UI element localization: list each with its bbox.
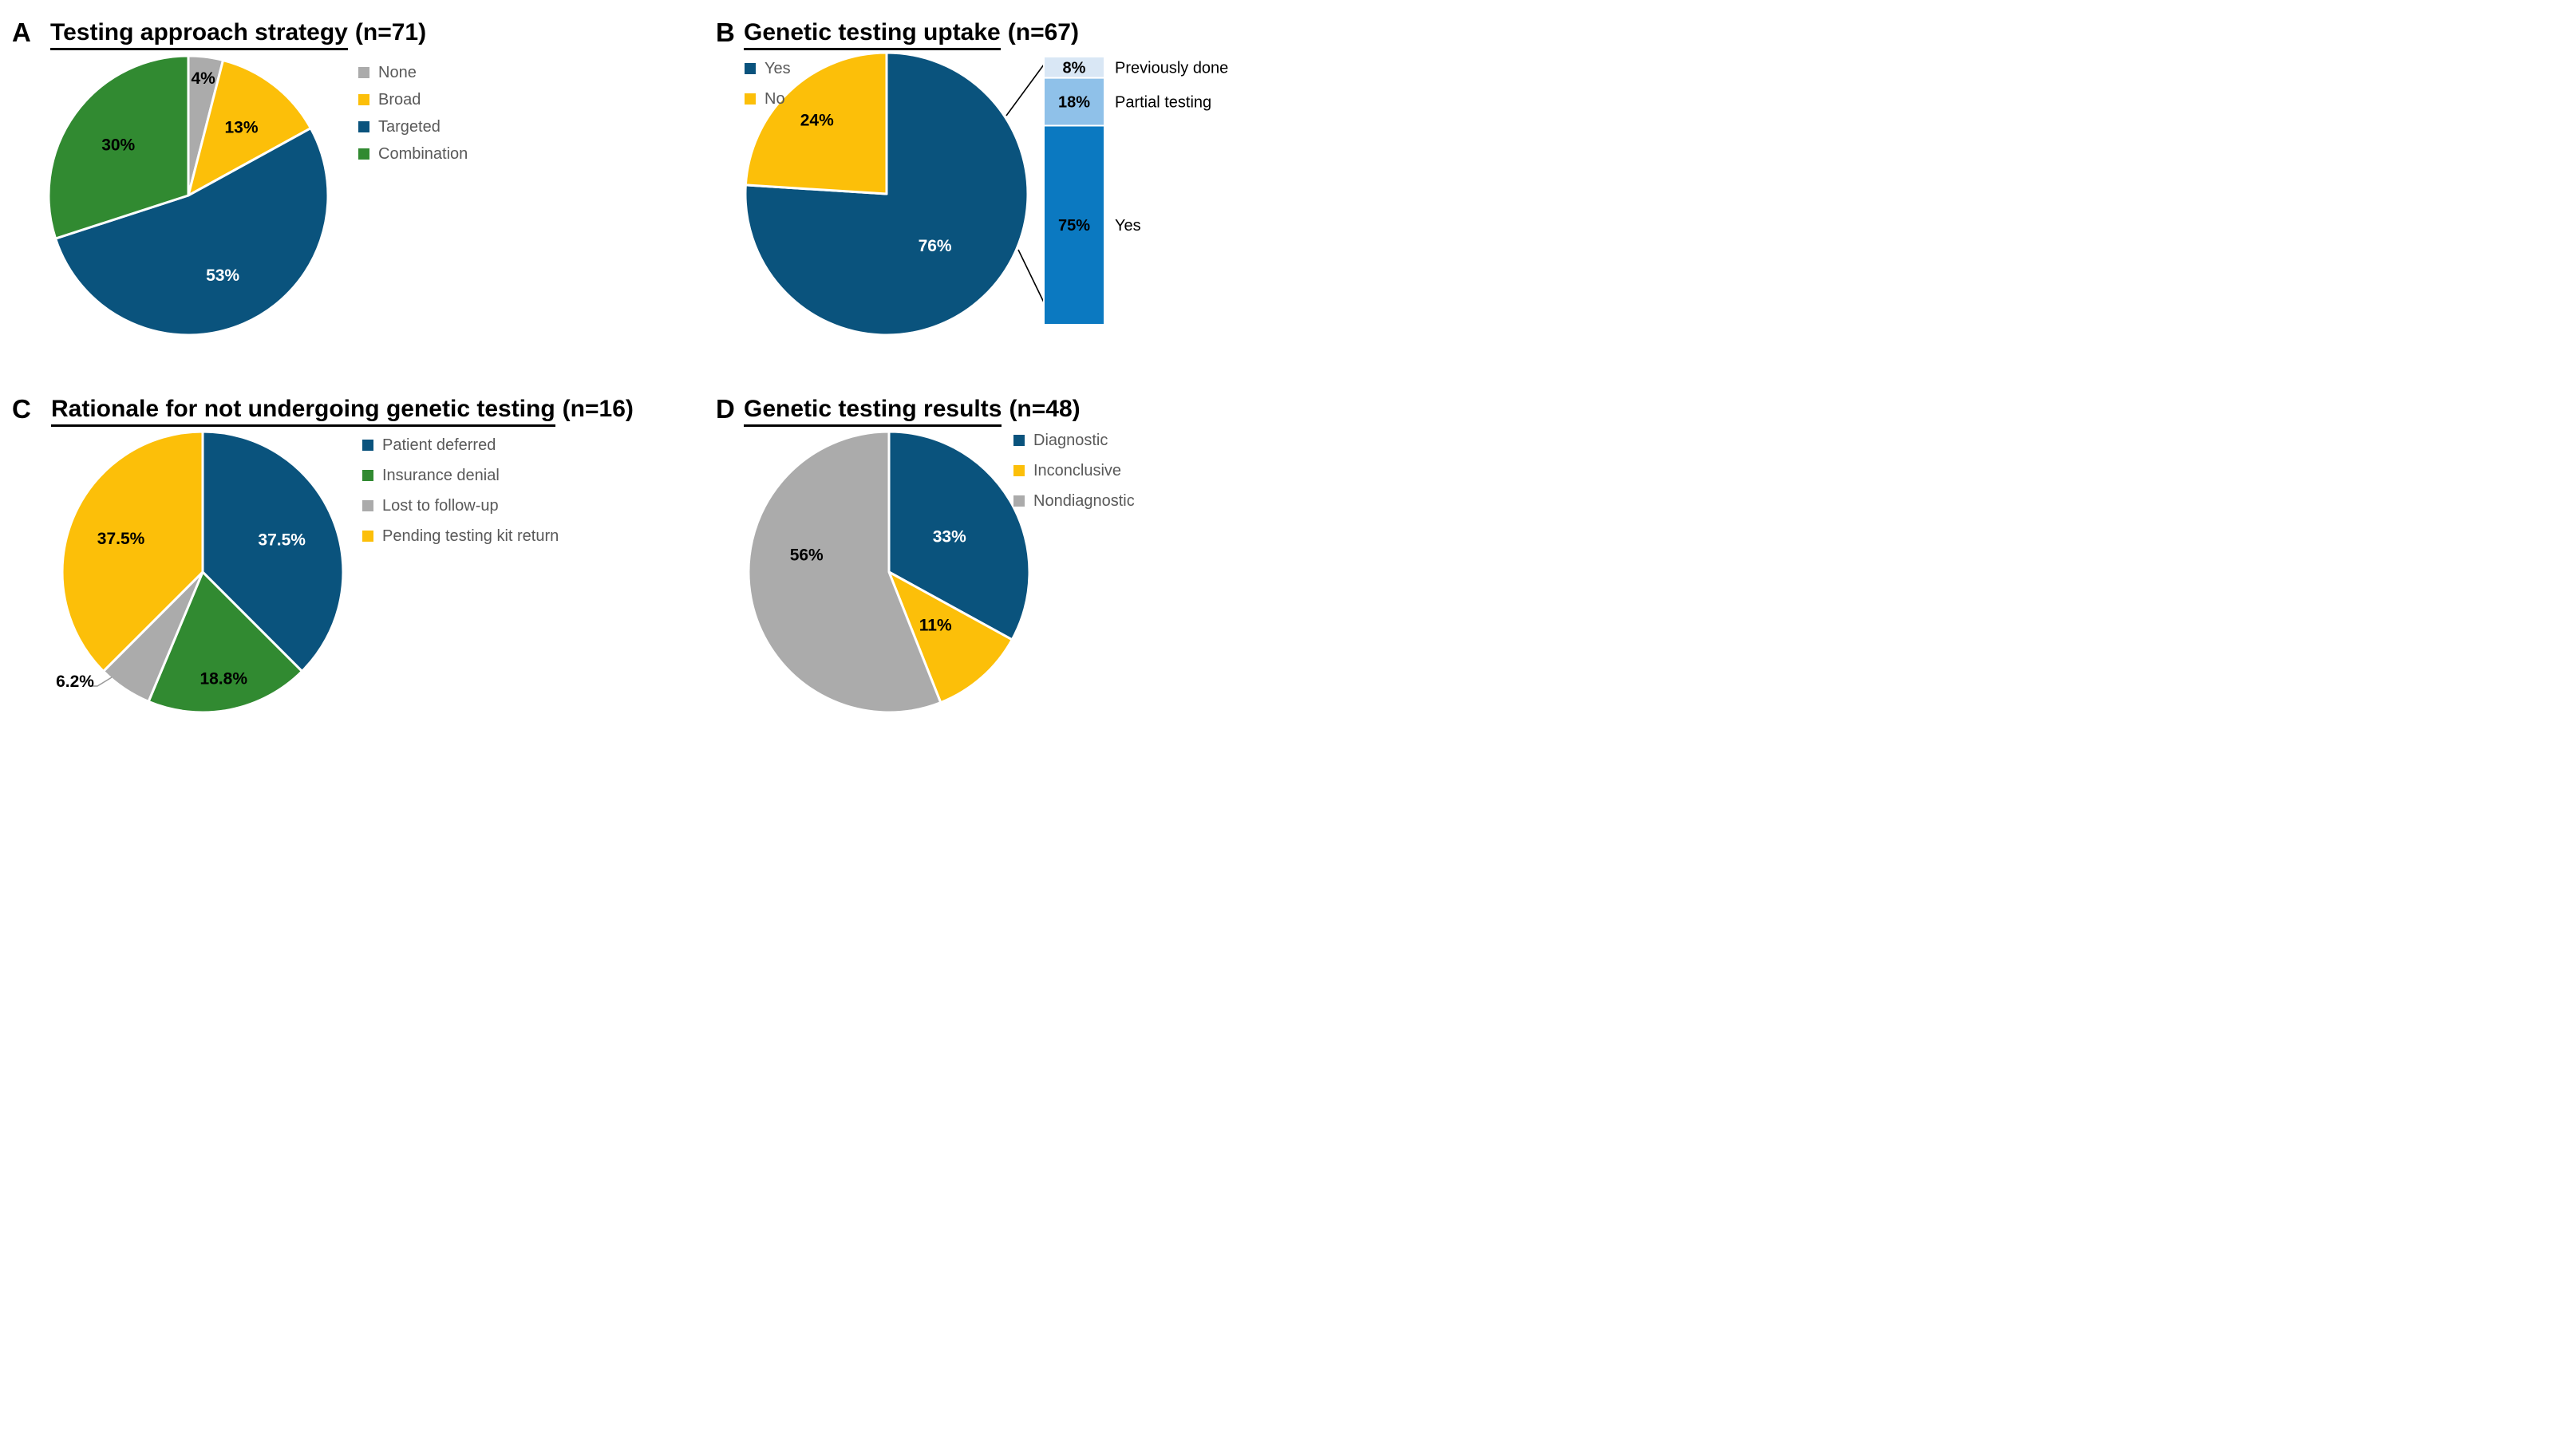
panel-d-title-text: Genetic testing results [744,396,1002,427]
pie-D-slice-inconclusive [887,570,1013,704]
pie-C-label-insurance-denial: 18.8% [200,669,247,688]
legend-d-item-diagnostic: Diagnostic [1013,425,1135,456]
pie-A-label-targeted: 53% [206,266,239,285]
bar-B-side-label-yes: Yes [1115,217,1141,235]
pie-C-leader-line-lost-to-follow-up [89,677,113,687]
bar-B-side-label-partial-testing: Partial testing [1115,94,1211,112]
panel-a-title-n: (n=71) [354,19,427,45]
bar-B-segment-pct-yes: 75% [1058,217,1090,235]
pie-B-bar-connector-line [1006,64,1045,116]
legend-c-label-pending-testing-kit-return: Pending testing kit return [382,527,559,545]
legend-a-label-none: None [378,63,417,81]
pie-B-slice-yes [744,51,1029,337]
legend-c-swatch-pending-testing-kit-return [362,531,373,542]
bar-B-segment-partial-testing [1043,77,1105,127]
pie-D-label-nondiagnostic: 56% [790,546,824,564]
legend-a-swatch-targeted [358,121,369,132]
pie-A-label-none: 4% [191,69,215,88]
pie-D-label-diagnostic: 33% [933,528,966,546]
pie-B-bar-connector-line [1017,249,1045,305]
legend-a-label-targeted: Targeted [378,117,441,136]
panel-b-letter: B [716,18,735,47]
legend-c-item-patient-deferred: Patient deferred [362,430,559,460]
bar-B-segment-pct-previously-done: 8% [1063,59,1086,77]
pie-B-label-no: 24% [800,111,834,129]
legend-c-swatch-patient-deferred [362,440,373,451]
panel-c-title-text: Rationale for not undergoing genetic tes… [51,396,555,427]
legend-b: Yes No [745,53,791,114]
legend-a-swatch-broad [358,94,369,105]
legend-b-label-yes: Yes [765,59,791,77]
panel-c-letter: C [12,394,31,424]
legend-c-label-lost-to-follow-up: Lost to follow-up [382,496,499,515]
pie-C-slice-patient-deferred [201,430,345,673]
bar-B-side-label-previously-done: Previously done [1115,59,1228,77]
panel-b-title-text: Genetic testing uptake [744,19,1001,50]
legend-c-label-patient-deferred: Patient deferred [382,436,496,454]
panel-d-letter: D [716,394,735,424]
legend-a-item-broad: Broad [358,86,468,113]
legend-d-label-diagnostic: Diagnostic [1033,431,1108,449]
pie-B-label-yes: 76% [919,237,952,255]
panel-c-title: Rationale for not undergoing genetic tes… [51,396,634,427]
panel-b-title: Genetic testing uptake (n=67) [744,19,1079,50]
legend-d-label-inconclusive: Inconclusive [1033,461,1122,479]
pie-C-label-lost-to-follow-up: 6.2% [56,673,94,691]
legend-d-swatch-nondiagnostic [1013,495,1025,507]
pie-A-label-broad: 13% [224,119,258,137]
legend-a-item-combination: Combination [358,140,468,168]
pie-A-slice-targeted [54,127,330,337]
legend-a-item-targeted: Targeted [358,113,468,140]
pie-A-slice-broad [187,58,312,197]
bar-B-segment-pct-partial-testing: 18% [1058,94,1090,112]
legend-c-item-lost-to-follow-up: Lost to follow-up [362,491,559,521]
legend-a-item-none: None [358,59,468,86]
panel-d-title-n: (n=48) [1009,396,1081,422]
legend-c-label-insurance-denial: Insurance denial [382,466,500,484]
legend-c: Patient deferred Insurance denial Lost to … [362,430,559,551]
charts-canvas: 4% 13% 53% 30% 8% Previously done 18% Partial t… [47,51,1228,714]
legend-c-item-insurance-denial: Insurance denial [362,460,559,491]
bar-B-segment-yes [1043,124,1105,325]
pie-D-slice-diagnostic [887,430,1031,641]
legend-b-swatch-no [745,93,756,105]
legend-b-swatch-yes [745,63,756,74]
legend-c-swatch-lost-to-follow-up [362,500,373,511]
legend-a-label-broad: Broad [378,90,421,108]
panel-a-title: Testing approach strategy (n=71) [50,19,427,50]
legend-d-item-inconclusive: Inconclusive [1013,456,1135,486]
panel-a-title-text: Testing approach strategy [50,19,348,50]
legend-b-label-no: No [765,89,785,108]
legend-c-item-pending-testing-kit-return: Pending testing kit return [362,521,559,551]
pie-B-slice-no [744,51,888,195]
panel-b-title-n: (n=67) [1007,19,1079,45]
legend-a: None Broad Targeted Combination [358,59,468,168]
legend-a-swatch-none [358,67,369,78]
legend-d-swatch-inconclusive [1013,465,1025,476]
pie-C-slice-pending-testing-kit-return [61,430,204,673]
panel-c-title-n: (n=16) [562,396,634,422]
legend-a-swatch-combination [358,148,369,160]
legend-d-swatch-diagnostic [1013,435,1025,446]
pie-C-label-pending-testing-kit-return: 37.5% [97,530,145,548]
legend-c-swatch-insurance-denial [362,470,373,481]
legend-b-item-yes: Yes [745,53,791,84]
pie-C-slice-insurance-denial [147,570,303,714]
legend-b-item-no: No [745,84,791,114]
legend-d-label-nondiagnostic: Nondiagnostic [1033,491,1135,510]
panel-d-title: Genetic testing results (n=48) [744,396,1081,427]
figure-page: 4% 13% 53% 30% 8% Previously done 18% Partial t… [0,0,1288,720]
pie-A-label-combination: 30% [101,136,135,155]
legend-a-label-combination: Combination [378,144,468,163]
pie-A-slice-combination [47,54,190,240]
pie-D-slice-nondiagnostic [747,430,942,714]
panel-a-letter: A [12,18,31,47]
legend-d: Diagnostic Inconclusive Nondiagnostic [1013,425,1135,516]
pie-C-label-patient-deferred: 37.5% [258,531,306,549]
pie-D-label-inconclusive: 11% [919,616,952,634]
legend-d-item-nondiagnostic: Nondiagnostic [1013,486,1135,516]
